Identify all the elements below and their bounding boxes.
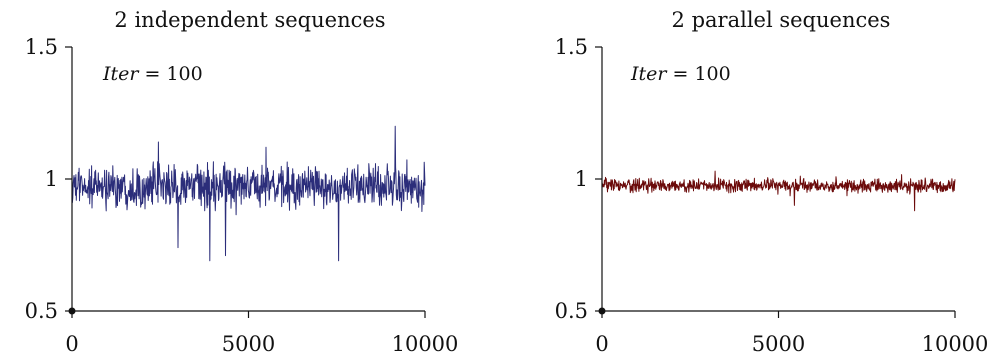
iter-annotation: Iter = 100 — [630, 63, 731, 85]
x-tick-label: 10000 — [392, 332, 459, 356]
origin-marker — [68, 307, 76, 315]
iter-annotation: Iter = 100 — [102, 63, 203, 85]
x-tick-label: 5000 — [752, 332, 805, 356]
y-tick-label: 0.5 — [555, 299, 588, 323]
x-tick-label: 10000 — [922, 332, 989, 356]
y-tick-label: 0.5 — [25, 299, 58, 323]
x-tick-label: 0 — [595, 332, 608, 356]
chart-title: 2 independent sequences — [114, 8, 385, 32]
y-tick-label: 1 — [45, 167, 58, 191]
x-tick-label: 0 — [65, 332, 78, 356]
chart-title: 2 parallel sequences — [672, 8, 891, 32]
y-tick-label: 1.5 — [555, 35, 588, 59]
y-tick-label: 1 — [575, 167, 588, 191]
series-line — [601, 170, 956, 212]
series-line — [71, 125, 426, 262]
chart-independent-sequences: 2 independent sequences Iter = 100 0.5 1 1… — [25, 8, 459, 356]
y-tick-label: 1.5 — [25, 35, 58, 59]
x-tick-label: 5000 — [222, 332, 275, 356]
origin-marker — [598, 307, 606, 315]
chart-parallel-sequences: 2 parallel sequences Iter = 100 0.5 1 1.5 0… — [555, 8, 989, 356]
